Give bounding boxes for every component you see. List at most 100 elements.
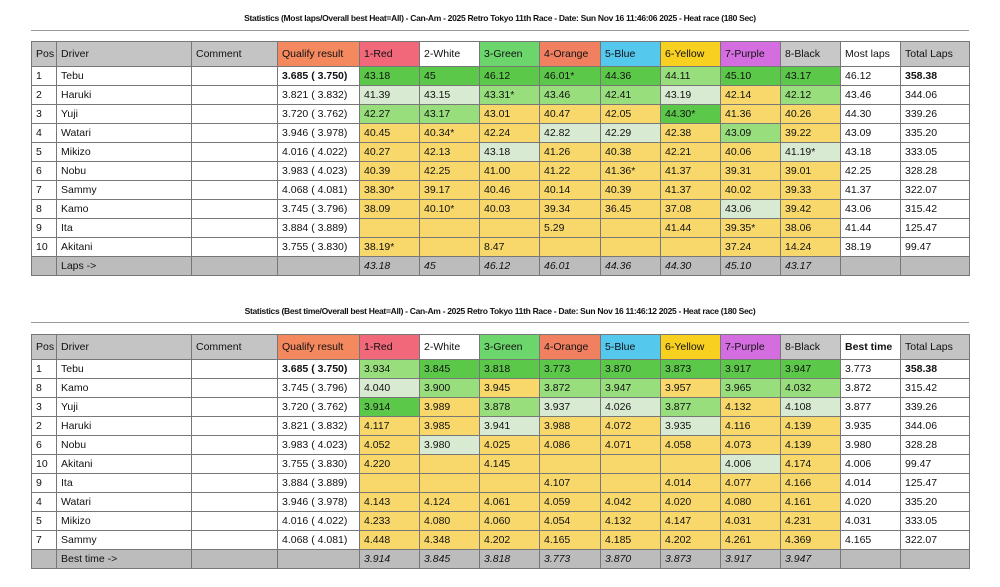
comment-cell: [191, 416, 278, 436]
lane-cell: 4.139: [780, 416, 841, 436]
lane-cell: 4.072: [600, 416, 661, 436]
lane-cell: 40.10*: [419, 199, 480, 219]
comment-cell: [191, 454, 278, 474]
total-laps-cell: 344.06: [900, 85, 970, 105]
column-header: 7-Purple: [720, 41, 781, 67]
total-laps-cell: 125.47: [900, 218, 970, 238]
lane-cell: 36.45: [600, 199, 661, 219]
position-cell: 1: [31, 66, 57, 86]
lane-cell: 41.37: [660, 161, 721, 181]
footer-empty: [191, 549, 278, 569]
lane-cell: 4.006: [720, 454, 781, 474]
best-time-cell: 4.031: [840, 511, 901, 531]
lane-cell: 45.10: [720, 66, 781, 86]
lane-cell: 40.27: [359, 142, 420, 162]
driver-cell: Ita: [56, 218, 192, 238]
total-laps-cell: 358.38: [900, 359, 970, 379]
lane-cell: 3.935: [660, 416, 721, 436]
lane-cell: 38.30*: [359, 180, 420, 200]
lane-cell: 38.09: [359, 199, 420, 219]
comment-cell: [191, 397, 278, 417]
footer-empty: [900, 549, 970, 569]
driver-cell: Yuji: [56, 397, 192, 417]
lane-cell: 3.917: [720, 359, 781, 379]
lane-cell: 4.174: [780, 454, 841, 474]
qualify-cell: 3.755 ( 3.830): [277, 454, 360, 474]
lane-cell: 4.147: [660, 511, 721, 531]
most-laps-cell: 43.18: [840, 142, 901, 162]
divider: [31, 322, 969, 323]
lane-cell: 40.14: [539, 180, 601, 200]
footer-empty: [840, 549, 901, 569]
column-header: Comment: [191, 334, 278, 360]
position-cell: 9: [31, 473, 57, 493]
footer-value: 3.914: [359, 549, 420, 569]
lane-cell: 3.937: [539, 397, 601, 417]
lane-cell: 43.18: [359, 66, 420, 86]
total-laps-cell: 339.26: [900, 397, 970, 417]
lane-cell: 3.877: [660, 397, 721, 417]
lane-cell: 40.45: [359, 123, 420, 143]
lane-cell: 46.12: [479, 66, 540, 86]
driver-cell: Kamo: [56, 378, 192, 398]
lane-cell: 39.33: [780, 180, 841, 200]
lane-cell: 4.117: [359, 416, 420, 436]
most-laps-cell: 43.46: [840, 85, 901, 105]
lane-cell: 4.077: [720, 473, 781, 493]
lane-cell: 4.086: [539, 435, 601, 455]
lane-cell: 41.19*: [780, 142, 841, 162]
column-header: 6-Yellow: [660, 41, 721, 67]
position-cell: 5: [31, 142, 57, 162]
column-header: 3-Green: [479, 41, 540, 67]
comment-cell: [191, 142, 278, 162]
qualify-cell: 3.755 ( 3.830): [277, 237, 360, 257]
lane-cell: [600, 237, 661, 257]
lane-cell: 40.38: [600, 142, 661, 162]
qualify-cell: 3.821 ( 3.832): [277, 416, 360, 436]
lane-cell: [660, 454, 721, 474]
stats-title-most-laps: Statistics (Most laps/Overall best Heat=…: [244, 13, 756, 23]
lane-cell: 4.031: [720, 511, 781, 531]
most-laps-table: Pos Driver Comment Qualify result 1-Red 2-Whi…: [31, 41, 970, 276]
position-cell: 3: [31, 104, 57, 124]
table-row: 9 Ita 3.884 ( 3.889) 5.29 41.44 39.35* 38.06 41…: [31, 218, 970, 238]
position-cell: 8: [31, 378, 57, 398]
comment-cell: [191, 530, 278, 550]
lane-cell: [600, 454, 661, 474]
footer-value: 3.870: [600, 549, 661, 569]
lane-cell: 3.985: [419, 416, 480, 436]
most-laps-cell: 41.37: [840, 180, 901, 200]
lane-cell: 4.348: [419, 530, 480, 550]
lane-cell: 3.773: [539, 359, 601, 379]
best-time-cell: 4.165: [840, 530, 901, 550]
column-header: Qualify result: [277, 41, 360, 67]
lane-cell: 43.31*: [479, 85, 540, 105]
position-cell: 5: [31, 511, 57, 531]
lane-cell: 4.060: [479, 511, 540, 531]
lane-cell: 42.29: [600, 123, 661, 143]
lane-cell: 40.46: [479, 180, 540, 200]
lane-cell: 46.01*: [539, 66, 601, 86]
lane-cell: 4.042: [600, 492, 661, 512]
driver-cell: Haruki: [56, 85, 192, 105]
footer-row: Best time -> 3.914 3.845 3.818 3.773 3.870 3.8…: [31, 549, 970, 569]
table-row: 7 Sammy 4.068 ( 4.081) 38.30* 39.17 40.46 40.1…: [31, 180, 970, 200]
lane-cell: [419, 454, 480, 474]
lane-cell: 4.073: [720, 435, 781, 455]
column-header: 5-Blue: [600, 334, 661, 360]
footer-empty: [900, 256, 970, 276]
table-row: 5 Mikizo 4.016 ( 4.022) 4.233 4.080 4.060 4.05…: [31, 511, 970, 531]
lane-cell: 4.233: [359, 511, 420, 531]
column-header: 8-Black: [780, 334, 841, 360]
best-time-cell: 4.006: [840, 454, 901, 474]
lane-cell: 43.46: [539, 85, 601, 105]
lane-cell: 4.116: [720, 416, 781, 436]
column-header: 2-White: [419, 334, 480, 360]
lane-cell: 40.06: [720, 142, 781, 162]
footer-value: 3.873: [660, 549, 721, 569]
lane-cell: 42.25: [419, 161, 480, 181]
comment-cell: [191, 199, 278, 219]
driver-cell: Yuji: [56, 104, 192, 124]
total-laps-cell: 99.47: [900, 237, 970, 257]
total-laps-cell: 358.38: [900, 66, 970, 86]
